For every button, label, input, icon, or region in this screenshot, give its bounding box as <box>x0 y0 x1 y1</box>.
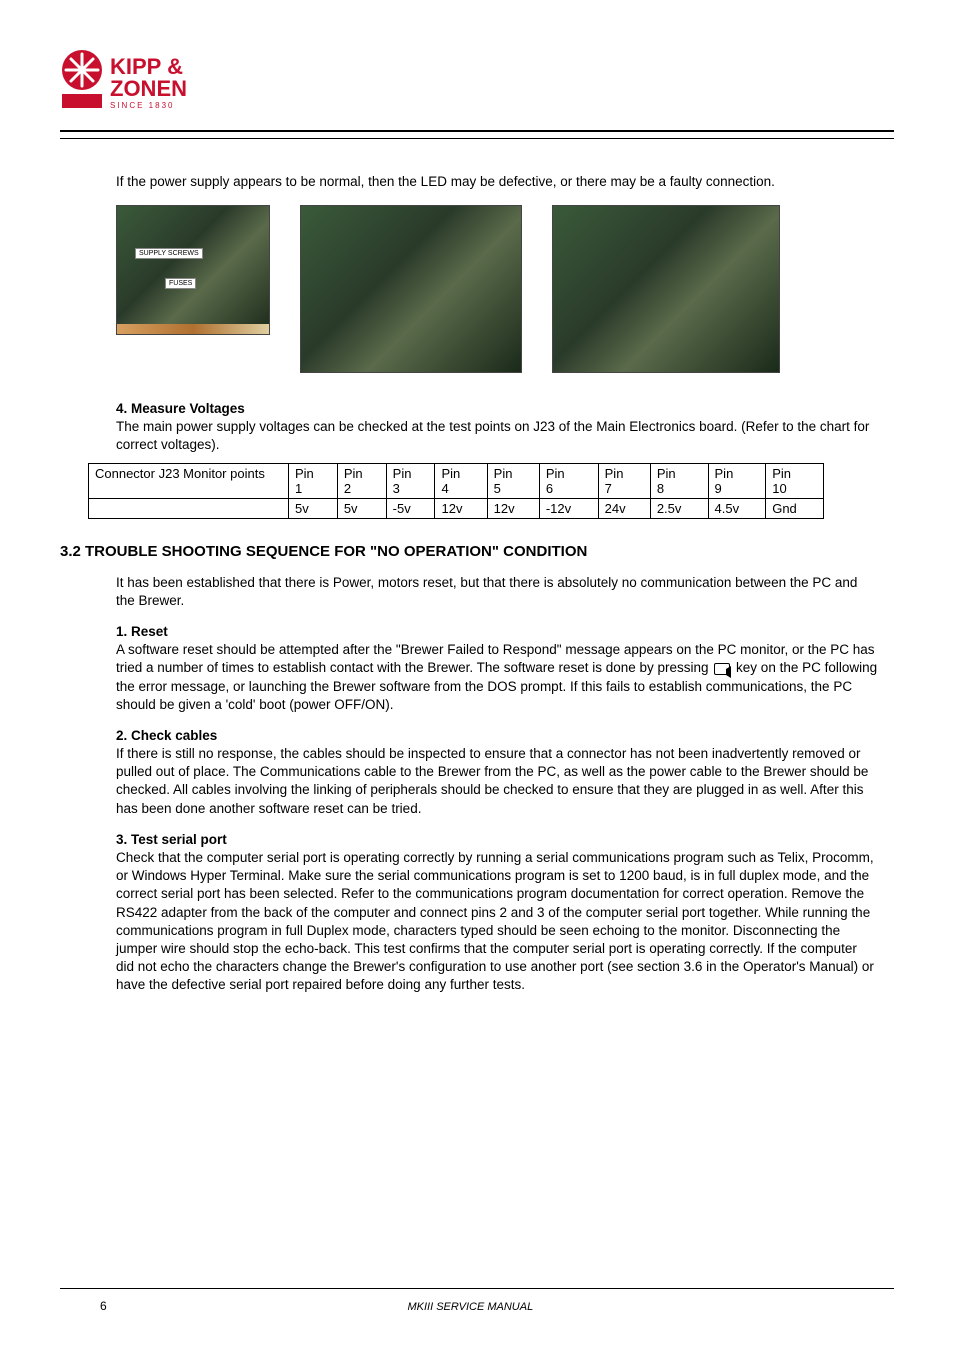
brand-logo: KIPP & ZONEN SINCE 1830 <box>60 48 894 122</box>
pin-header: Pin1 <box>289 463 338 498</box>
photo-power-supply: SUPPLY SCREWS FUSES <box>116 205 270 335</box>
paragraph-3-2-intro: It has been established that there is Po… <box>116 574 878 610</box>
pin-voltage-table: Connector J23 Monitor points Pin1 Pin2 P… <box>88 463 824 519</box>
photo-label-fuses: FUSES <box>165 278 196 289</box>
paragraph-reset: A software reset should be attempted aft… <box>116 641 878 714</box>
pin-header: Pin5 <box>487 463 539 498</box>
paragraph-test-serial-port: Check that the computer serial port is o… <box>116 849 878 995</box>
photo-board-right <box>552 205 780 373</box>
pin-value: 5v <box>337 498 386 518</box>
pin-header: Pin8 <box>650 463 708 498</box>
heading-reset: 1. Reset <box>116 624 878 639</box>
pin-value: 12v <box>435 498 487 518</box>
header-rule-thin <box>60 138 894 139</box>
heading-test-serial-port: 3. Test serial port <box>116 832 878 847</box>
pin-value: -12v <box>539 498 598 518</box>
photo-board-mid <box>300 205 522 373</box>
pin-value: 12v <box>487 498 539 518</box>
pin-header: Pin7 <box>598 463 650 498</box>
pin-value: 2.5v <box>650 498 708 518</box>
table-label-cell: Connector J23 Monitor points <box>89 463 289 498</box>
paragraph-check-cables: If there is still no response, the cable… <box>116 745 878 818</box>
pin-value: Gnd <box>766 498 824 518</box>
page-footer: 6 MKIII SERVICE MANUAL <box>60 1299 894 1313</box>
header-rule-thick <box>60 130 894 132</box>
photo-row: SUPPLY SCREWS FUSES <box>116 205 878 373</box>
logo-line2: ZONEN <box>110 76 187 101</box>
pin-value: -5v <box>386 498 435 518</box>
pin-value: 5v <box>289 498 338 518</box>
footer-title: MKIII SERVICE MANUAL <box>47 1301 894 1313</box>
pin-value: 24v <box>598 498 650 518</box>
heading-measure-voltages: 4. Measure Voltages <box>116 401 878 416</box>
pin-header: Pin4 <box>435 463 487 498</box>
table-empty-cell <box>89 498 289 518</box>
pin-header: Pin2 <box>337 463 386 498</box>
footer-rule <box>60 1288 894 1289</box>
pin-header: Pin6 <box>539 463 598 498</box>
paragraph-measure-voltages: The main power supply voltages can be ch… <box>116 418 878 454</box>
enter-key-icon <box>714 663 730 675</box>
logo-since: SINCE 1830 <box>110 101 174 110</box>
intro-paragraph: If the power supply appears to be normal… <box>116 173 878 191</box>
pin-header: Pin3 <box>386 463 435 498</box>
pin-header: Pin9 <box>708 463 766 498</box>
heading-check-cables: 2. Check cables <box>116 728 878 743</box>
heading-3-2-no-operation: 3.2 TROUBLE SHOOTING SEQUENCE FOR "NO OP… <box>60 543 894 560</box>
pin-value: 4.5v <box>708 498 766 518</box>
photo-label-supply-screws: SUPPLY SCREWS <box>135 248 203 259</box>
pin-header: Pin10 <box>766 463 824 498</box>
